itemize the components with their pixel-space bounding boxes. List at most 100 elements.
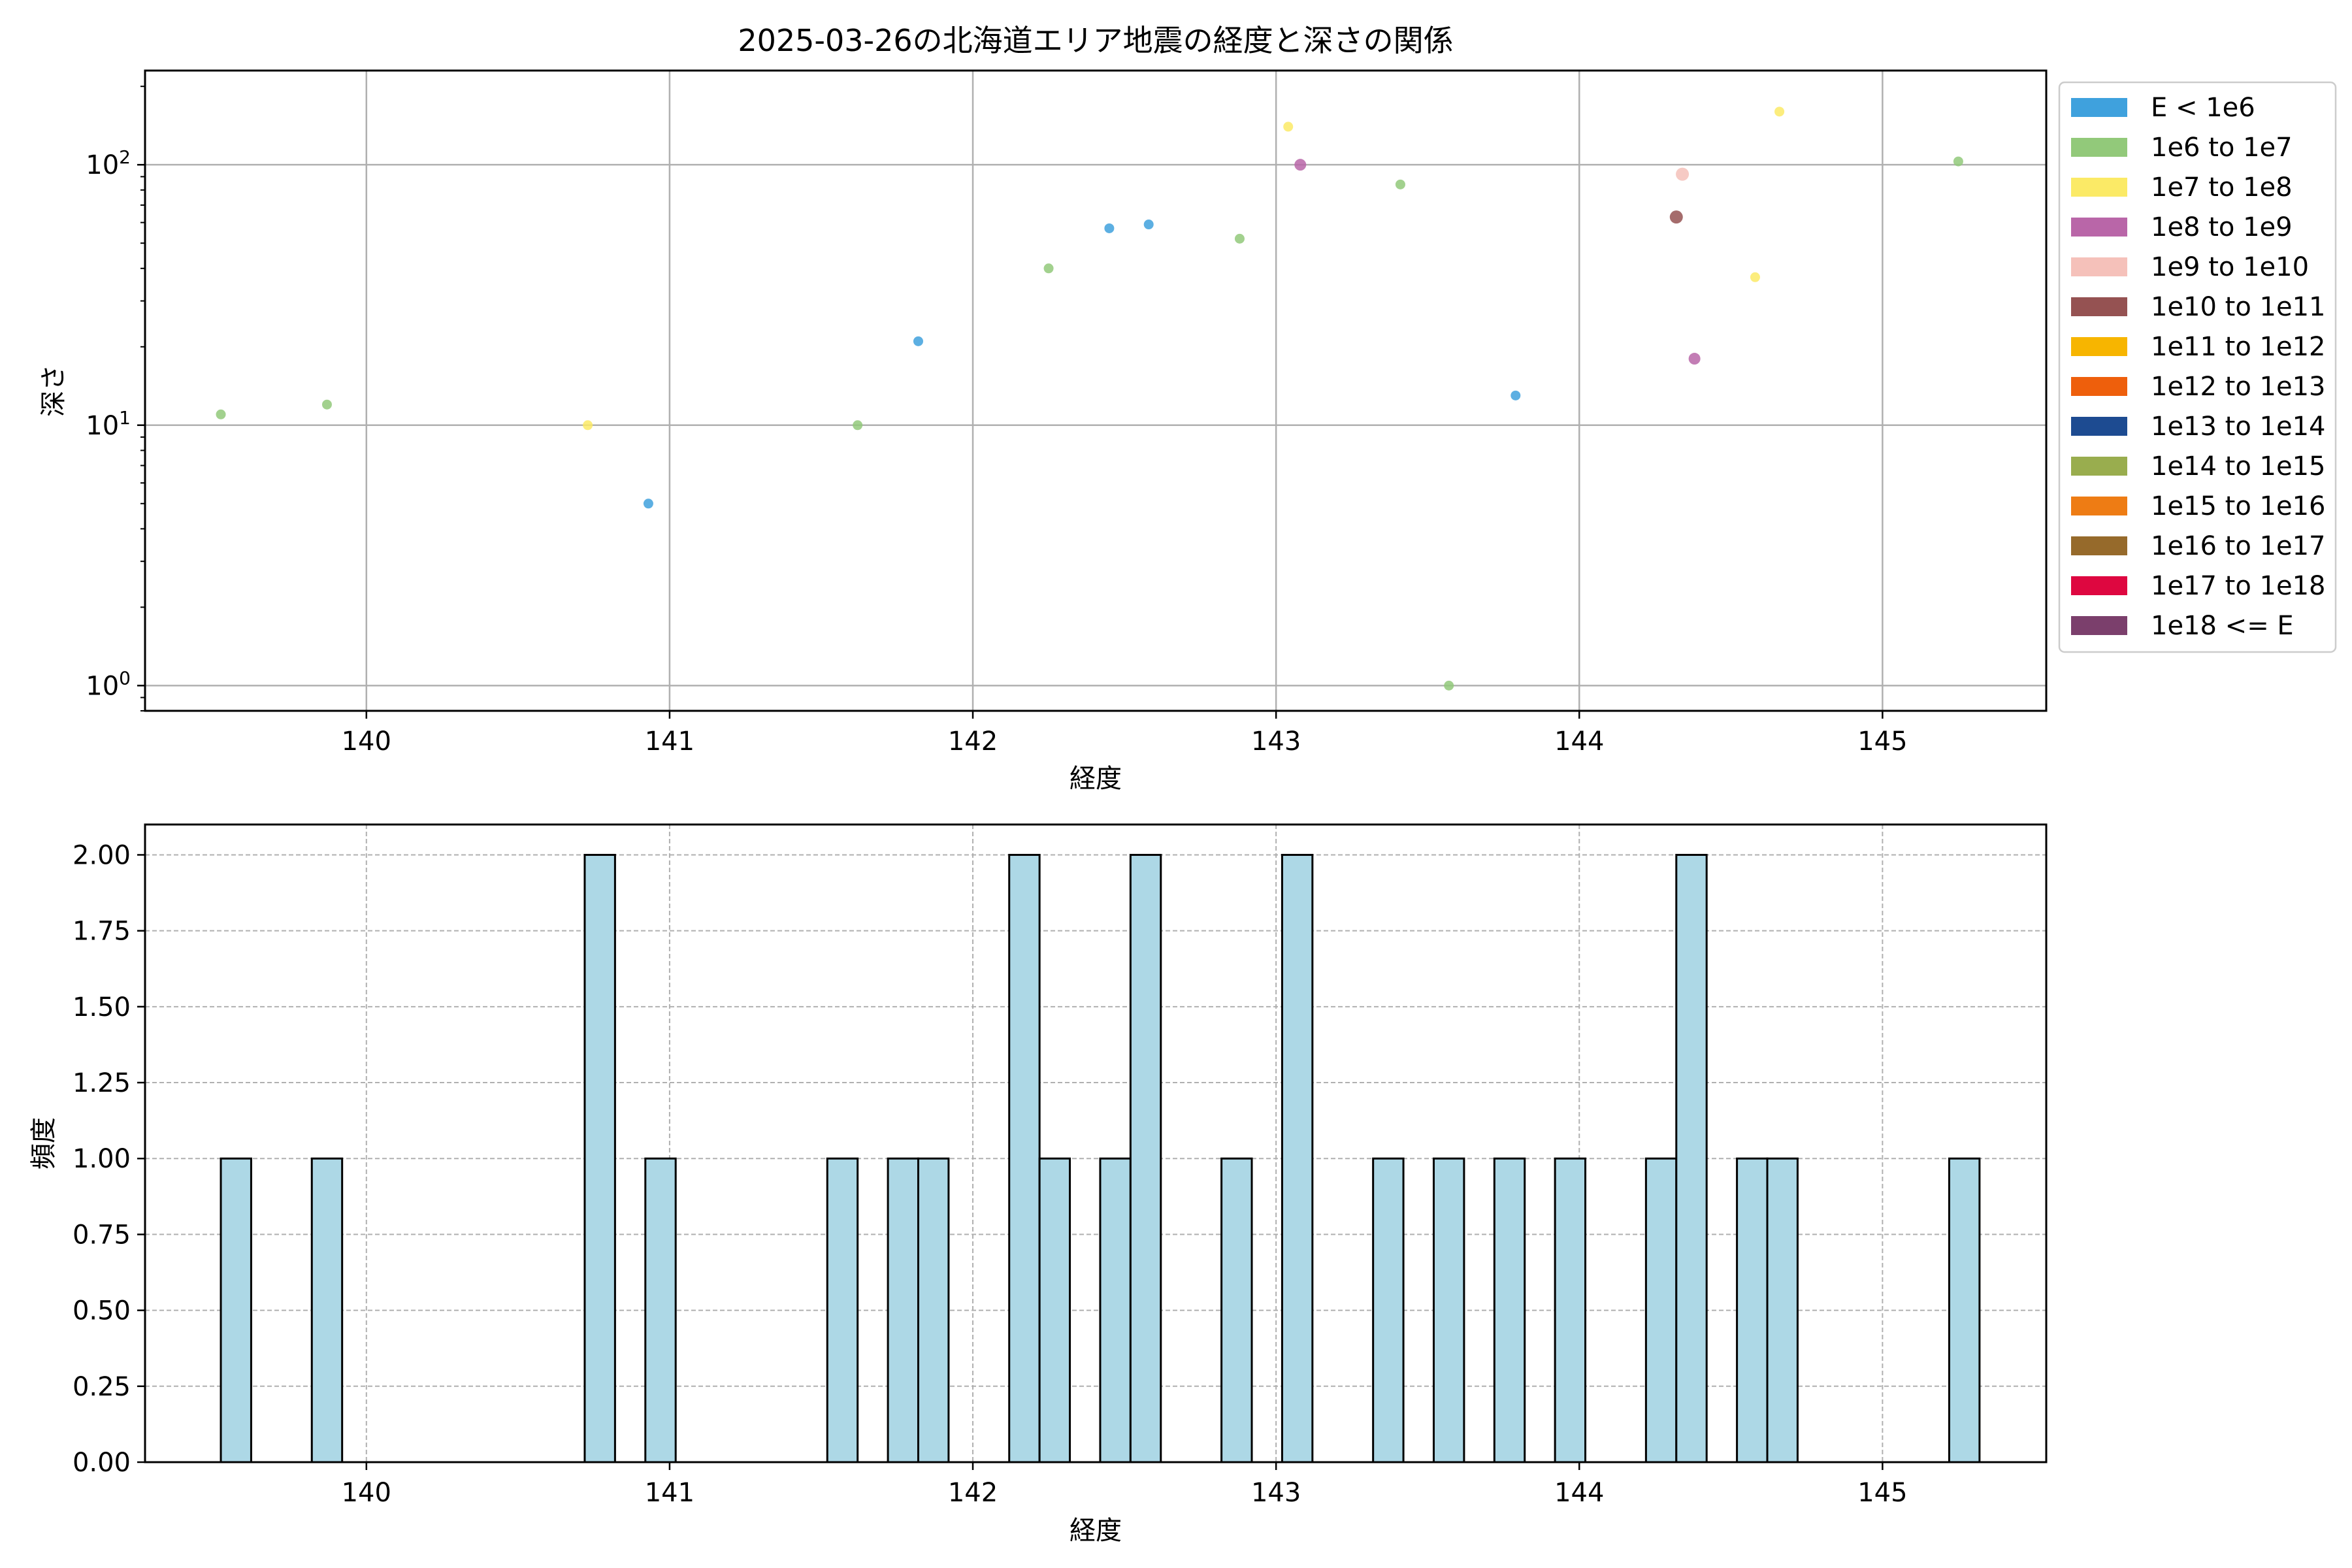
scatter-x-tick-label: 142 <box>948 727 998 757</box>
histogram-x-tick-label: 143 <box>1251 1478 1301 1508</box>
histogram-y-axis-label: 頻度 <box>29 1117 59 1169</box>
scatter-point <box>1143 220 1154 230</box>
scatter-point <box>321 399 332 410</box>
scatter-point <box>853 420 863 431</box>
histogram-y-tick-label: 1.00 <box>73 1144 131 1174</box>
histogram-bar <box>1129 853 1162 1463</box>
histogram-bar <box>1948 1157 1981 1463</box>
legend-label: 1e17 to 1e18 <box>2151 571 2326 601</box>
histogram-x-tick-label: 145 <box>1857 1478 1907 1508</box>
scatter-y-tick-label: 102 <box>86 146 131 180</box>
scatter-y-tick-label: 100 <box>86 667 131 701</box>
legend-label: 1e13 to 1e14 <box>2151 412 2326 442</box>
histogram-bar <box>1281 853 1314 1463</box>
scatter-point <box>1774 106 1785 117</box>
histogram-y-tick-label: 1.50 <box>73 992 131 1022</box>
legend-label: 1e16 to 1e17 <box>2151 531 2326 561</box>
histogram-bar <box>1372 1157 1405 1463</box>
legend-label: 1e8 to 1e9 <box>2151 212 2293 242</box>
legend-swatch <box>2071 497 2127 515</box>
legend-label: 1e11 to 1e12 <box>2151 332 2326 362</box>
scatter-ticks: 140 141 142 143 144 145 100 101 102 <box>86 86 1908 757</box>
scatter-x-axis-label: 経度 <box>1070 764 1122 794</box>
scatter-point <box>1043 263 1054 274</box>
scatter-x-tick-label: 140 <box>342 727 391 757</box>
legend-swatch <box>2071 337 2127 356</box>
histogram-bar <box>1675 853 1708 1463</box>
histogram-bar <box>887 1157 919 1463</box>
legend-swatch <box>2071 576 2127 595</box>
histogram-plot-frame <box>144 823 2048 1463</box>
histogram-bar <box>644 1157 677 1463</box>
legend-swatch <box>2071 377 2127 396</box>
histogram-y-tick-label: 1.75 <box>73 917 131 947</box>
scatter-point <box>1283 122 1294 132</box>
histogram-y-tick-label: 0.25 <box>73 1372 131 1402</box>
scatter-grid <box>145 71 2046 711</box>
scatter-point <box>1750 272 1760 282</box>
histogram-y-tick-label: 2.00 <box>73 840 131 870</box>
legend-swatch <box>2071 536 2127 555</box>
legend-swatch <box>2071 297 2127 316</box>
histogram-y-tick-label: 0.75 <box>73 1220 131 1250</box>
legend-label: 1e7 to 1e8 <box>2151 172 2293 203</box>
scatter-point <box>1444 680 1454 691</box>
legend-label: 1e9 to 1e10 <box>2151 252 2309 282</box>
scatter-point <box>216 409 226 419</box>
histogram-bar <box>310 1157 344 1463</box>
scatter-point <box>1953 156 1963 167</box>
scatter-y-axis-label: 深さ <box>39 365 69 417</box>
histogram-bar <box>917 1157 950 1463</box>
legend-label: 1e6 to 1e7 <box>2151 133 2293 163</box>
histogram-x-tick-label: 142 <box>948 1478 998 1508</box>
scatter-x-tick-label: 144 <box>1554 727 1604 757</box>
scatter-point <box>1104 223 1115 233</box>
scatter-point <box>643 498 653 509</box>
histogram-x-tick-label: 140 <box>342 1478 391 1508</box>
scatter-x-tick-label: 141 <box>645 727 694 757</box>
legend-swatch <box>2071 178 2127 197</box>
histogram-bar <box>220 1157 252 1463</box>
scatter-point <box>1234 233 1245 244</box>
histogram-y-tick-label: 0.50 <box>73 1296 131 1326</box>
histogram-grid <box>145 825 2046 1463</box>
legend-swatch <box>2071 218 2127 237</box>
histogram-bar <box>1766 1157 1799 1463</box>
histogram-y-tick-label: 0.00 <box>73 1448 131 1478</box>
legend-label: 1e18 <= E <box>2151 611 2294 641</box>
scatter-title: 2025-03-26の北海道エリア地震の経度と深さの関係 <box>738 23 1453 58</box>
legend-swatch <box>2071 457 2127 476</box>
legend-swatch <box>2071 138 2127 157</box>
scatter-point <box>1395 179 1405 189</box>
histogram-bar <box>826 1157 859 1463</box>
histogram-bar <box>1099 1157 1132 1463</box>
histogram-bar <box>1554 1157 1587 1463</box>
histogram-bar <box>583 853 616 1463</box>
scatter-point <box>1676 167 1690 181</box>
scatter-point <box>1688 353 1701 365</box>
histogram-y-tick-label: 1.25 <box>73 1068 131 1098</box>
histogram-bars <box>220 853 1981 1463</box>
scatter-panel: 2025-03-26の北海道エリア地震の経度と深さの関係 140 141 142 14… <box>39 23 2337 794</box>
scatter-x-tick-label: 145 <box>1857 727 1907 757</box>
histogram-x-axis-label: 経度 <box>1070 1516 1122 1546</box>
legend-label: 1e12 to 1e13 <box>2151 372 2326 402</box>
legend-label: E < 1e6 <box>2151 93 2255 123</box>
scatter-points <box>216 106 1963 691</box>
histogram-bar <box>1736 1157 1769 1463</box>
histogram-x-tick-label: 144 <box>1554 1478 1604 1508</box>
legend-swatch <box>2071 257 2127 276</box>
legend-swatch <box>2071 98 2127 117</box>
legend-label: 1e15 to 1e16 <box>2151 491 2326 521</box>
histogram-bar <box>1493 1157 1526 1463</box>
histogram-panel: 140 141 142 143 144 145 0.00 0.25 0.50 0.75 1.00 1.… <box>29 823 2048 1546</box>
scatter-point <box>1669 210 1683 224</box>
scatter-point <box>913 336 923 346</box>
histogram-bar <box>1008 853 1041 1463</box>
histogram-bar <box>1038 1157 1071 1463</box>
histogram-bar <box>1220 1157 1253 1463</box>
legend-label: 1e10 to 1e11 <box>2151 292 2326 322</box>
scatter-x-tick-label: 143 <box>1251 727 1301 757</box>
